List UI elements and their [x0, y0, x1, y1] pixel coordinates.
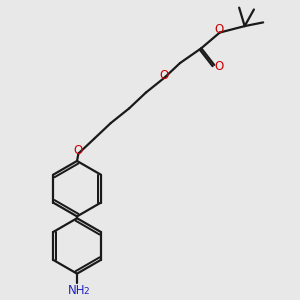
Text: O: O: [215, 60, 224, 73]
Text: O: O: [73, 144, 83, 157]
Text: 2: 2: [83, 287, 88, 296]
Text: NH: NH: [68, 284, 86, 297]
Text: O: O: [215, 23, 224, 36]
Text: O: O: [159, 69, 169, 82]
